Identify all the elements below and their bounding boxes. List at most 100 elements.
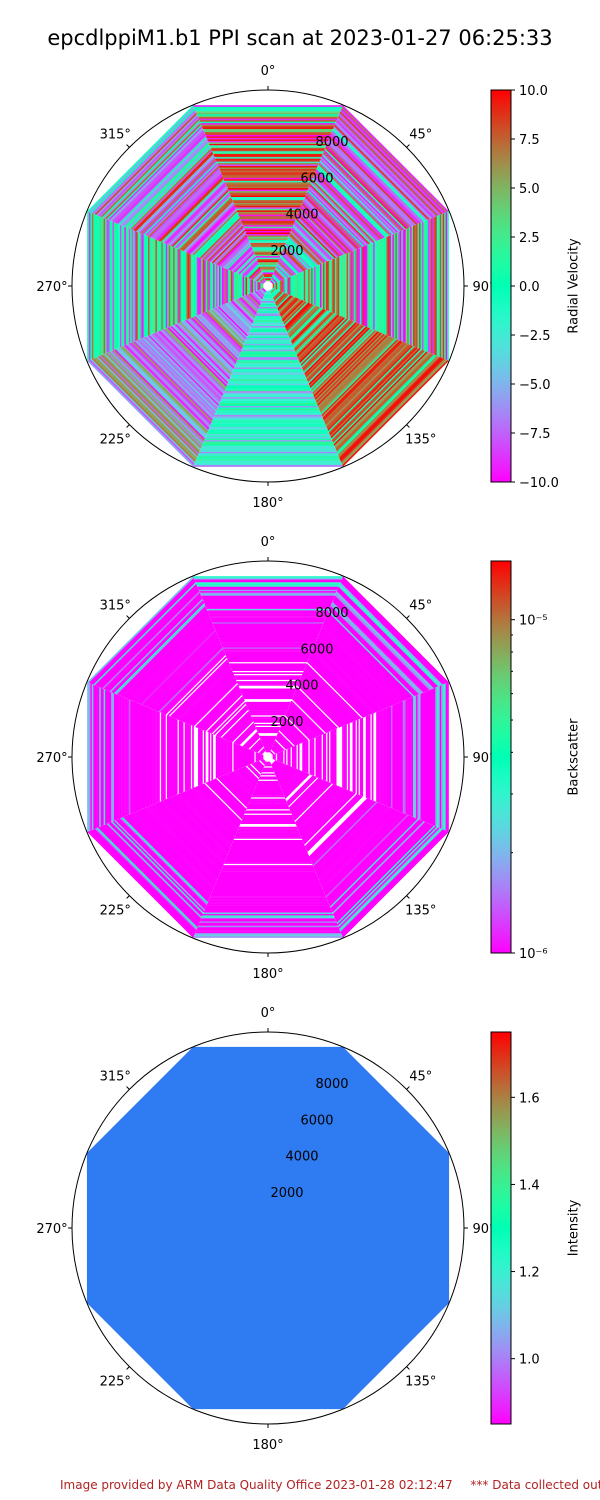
- range-gate: [288, 706, 319, 737]
- range-gate: [227, 716, 253, 742]
- theta-tick-label: 135°: [405, 904, 436, 919]
- r-tick-label: 4000: [285, 208, 318, 223]
- colorbar-tick-label: 7.5: [519, 133, 540, 148]
- range-gate: [295, 688, 337, 730]
- range-gate: [142, 808, 217, 883]
- range-gate: [244, 262, 259, 277]
- range-gate: [190, 208, 237, 255]
- range-gate: [230, 771, 254, 795]
- range-gate: [131, 620, 213, 702]
- range-gate: [106, 822, 203, 919]
- range-gate: [315, 804, 386, 875]
- range-gate: [281, 299, 303, 321]
- range-gate: [211, 779, 246, 814]
- range-gate: [137, 626, 215, 704]
- footer-note: Image provided by ARM Data Quality Offic…: [60, 1478, 600, 1492]
- range-gate: [305, 665, 360, 720]
- range-gate: [284, 302, 312, 330]
- r-tick-label: 8000: [315, 606, 348, 621]
- range-gate: [112, 349, 205, 442]
- range-gate: [303, 669, 356, 722]
- range-gate: [315, 170, 384, 239]
- range-gate: [330, 819, 421, 910]
- range-gate: [217, 777, 248, 808]
- range-gate: [303, 668, 357, 722]
- footer-warning: *** Data collected outsid: [470, 1478, 600, 1492]
- range-gate: [272, 290, 281, 299]
- range-gate: [142, 337, 217, 412]
- range-gate: [115, 348, 206, 439]
- range-gate: [297, 211, 343, 257]
- range-gate: [277, 766, 294, 783]
- range-gate: [297, 786, 343, 832]
- range-gate: [170, 325, 229, 384]
- range-gate: [282, 300, 306, 324]
- range-gate: [309, 327, 371, 389]
- range-gate: [325, 145, 409, 229]
- range-gate: [164, 653, 226, 715]
- range-gate: [103, 824, 201, 922]
- range-gate: [131, 812, 213, 894]
- range-gate: [281, 722, 303, 744]
- range-gate: [216, 234, 248, 266]
- r-tick-label: 8000: [315, 135, 348, 150]
- range-gate: [164, 799, 226, 861]
- range-gate: [277, 260, 294, 277]
- theta-tick-label: 270°: [36, 280, 67, 295]
- range-gate: [292, 310, 329, 347]
- range-gate: [335, 824, 434, 923]
- range-gate: [329, 605, 420, 696]
- range-gate: [310, 799, 374, 863]
- range-gate: [329, 134, 420, 225]
- range-gate: [139, 809, 216, 886]
- range-gate: [275, 737, 288, 750]
- range-gate: [321, 339, 400, 418]
- range-gate: [341, 359, 449, 467]
- range-gate: [87, 359, 195, 467]
- range-gate: [312, 176, 378, 242]
- range-gate: [96, 827, 198, 929]
- range-gate: [291, 697, 328, 734]
- range-gate: [161, 179, 225, 243]
- range-gate: [288, 234, 320, 266]
- range-gate: [306, 191, 363, 248]
- range-gate: [316, 638, 387, 709]
- range-gate: [337, 355, 437, 455]
- range-gate: [332, 127, 427, 222]
- range-gate: [176, 665, 231, 720]
- range-gate: [224, 302, 252, 330]
- range-gate: [91, 829, 196, 934]
- range-gate: [273, 762, 285, 774]
- range-gate: [284, 302, 310, 328]
- range-gate: [250, 268, 262, 280]
- range-gate: [338, 827, 442, 931]
- colorbar-tick-label: 1.2: [519, 1266, 540, 1281]
- r-tick-label: 4000: [285, 679, 318, 694]
- range-gate: [326, 344, 412, 430]
- range-gate: [174, 192, 231, 249]
- range-gate: [308, 656, 369, 717]
- range-gate: [321, 625, 400, 704]
- range-gate: [125, 344, 210, 429]
- range-gate: [326, 815, 411, 900]
- range-gate: [281, 250, 304, 273]
- range-gate: [280, 253, 301, 274]
- range-gate: [201, 783, 242, 824]
- range-gate: [96, 114, 198, 216]
- theta-tick-label: 90°: [472, 1222, 495, 1237]
- range-gate: [156, 174, 223, 241]
- range-gate: [164, 328, 226, 390]
- range-gate: [275, 293, 289, 307]
- range-gate: [251, 762, 263, 774]
- range-gate: [187, 789, 236, 838]
- range-gate: [292, 225, 329, 262]
- range-gate: [125, 815, 210, 900]
- r-tick-label: 2000: [270, 715, 303, 730]
- range-gate: [289, 307, 322, 340]
- range-gate: [337, 826, 437, 926]
- range-gate: [293, 311, 332, 350]
- range-gate: [298, 787, 344, 833]
- range-gate: [297, 684, 341, 728]
- range-gate: [183, 201, 234, 252]
- range-gate: [323, 149, 405, 231]
